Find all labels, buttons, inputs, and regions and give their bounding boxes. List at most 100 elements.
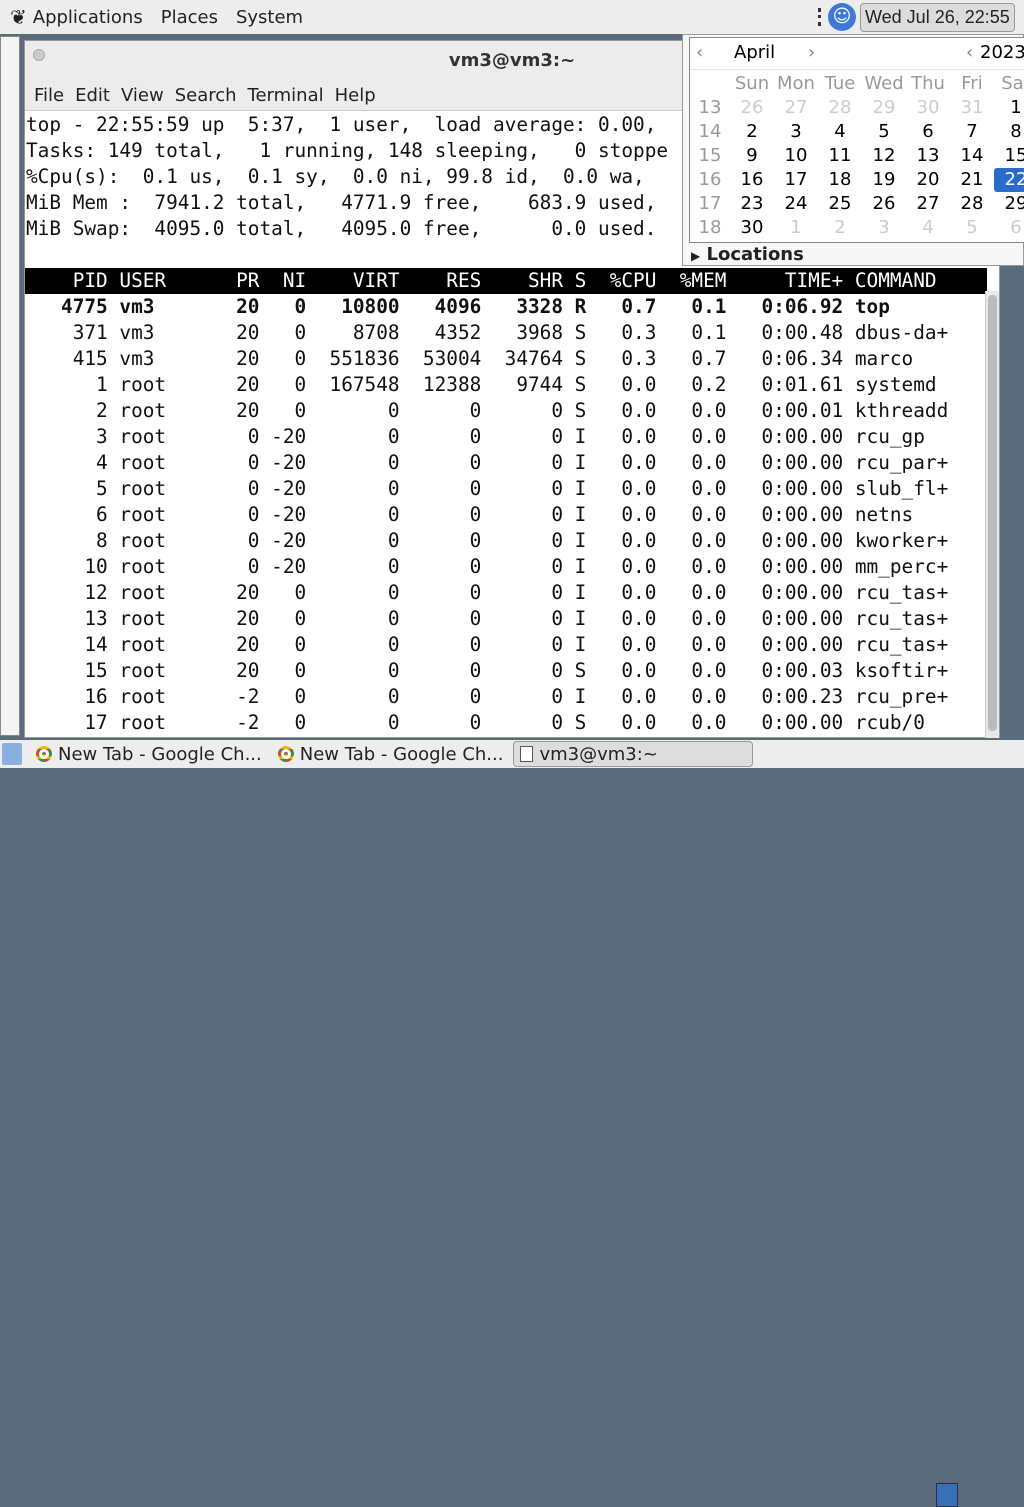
calendar: ‹ April › ‹ 2023 SunMonTueWedThuFriSat13…: [689, 37, 1024, 243]
calendar-day[interactable]: 14: [960, 145, 984, 166]
menu-system[interactable]: System: [235, 6, 304, 28]
task-label: vm3@vm3:~: [539, 743, 658, 765]
next-month-button[interactable]: ›: [808, 42, 816, 63]
week-number: 17: [698, 193, 722, 214]
chrome-icon: [277, 746, 294, 762]
process-row: 16 root -2 0 0 0 0 I 0.0 0.0 0:00.23 rcu…: [26, 685, 949, 708]
calendar-day[interactable]: 30: [916, 97, 940, 118]
calendar-day[interactable]: 22: [994, 168, 1024, 192]
process-row: 1 root 20 0 167548 12388 9744 S 0.0 0.2 …: [26, 373, 937, 396]
calendar-day[interactable]: 5: [966, 217, 978, 238]
task-terminal[interactable]: vm3@vm3:~: [513, 741, 754, 767]
calendar-day[interactable]: 26: [872, 193, 896, 214]
menu-terminal[interactable]: Terminal: [247, 85, 324, 106]
calendar-day[interactable]: 28: [828, 97, 852, 118]
workspace-switcher[interactable]: [936, 1483, 958, 1507]
week-number: 13: [698, 97, 722, 118]
calendar-day[interactable]: 30: [740, 217, 764, 238]
calendar-day[interactable]: 2: [834, 217, 846, 238]
process-row: 371 vm3 20 0 8708 4352 3968 S 0.3 0.1 0:…: [26, 321, 949, 344]
calendar-day[interactable]: 10: [784, 145, 808, 166]
weekday-label: Mon: [777, 73, 815, 94]
calendar-day[interactable]: 21: [960, 169, 984, 190]
calendar-day[interactable]: 18: [828, 169, 852, 190]
process-row: 10 root 0 -20 0 0 0 I 0.0 0.0 0:00.00 mm…: [26, 555, 949, 578]
calendar-day[interactable]: 3: [878, 217, 890, 238]
terminal-scrollbar[interactable]: [985, 291, 999, 738]
background-window[interactable]: [0, 36, 20, 736]
calendar-day[interactable]: 19: [872, 169, 896, 190]
weekday-label: Sun: [734, 73, 770, 94]
calendar-day[interactable]: 23: [740, 193, 764, 214]
bottom-panel: New Tab - Google Ch... New Tab - Google …: [0, 740, 1024, 1507]
locations-expander[interactable]: ▶ Locations: [691, 244, 804, 267]
weekday-label: Fri: [961, 73, 983, 94]
clock-button[interactable]: Wed Jul 26, 22:55: [860, 3, 1015, 32]
calendar-day[interactable]: 31: [960, 97, 984, 118]
task-label: New Tab - Google Ch...: [58, 743, 262, 765]
show-desktop-icon[interactable]: [2, 743, 22, 765]
calendar-day[interactable]: 17: [784, 169, 808, 190]
calendar-day[interactable]: 28: [960, 193, 984, 214]
calendar-day[interactable]: 25: [828, 193, 852, 214]
week-number: 14: [698, 121, 722, 142]
calendar-day[interactable]: 1: [790, 217, 802, 238]
calendar-day[interactable]: 29: [872, 97, 896, 118]
calendar-day[interactable]: 4: [834, 121, 846, 142]
window-title: vm3@vm3:~: [448, 50, 576, 71]
terminal-screen[interactable]: top - 22:55:59 up 5:37, 1 user, load ave…: [25, 112, 987, 738]
calendar-day[interactable]: 5: [878, 121, 890, 142]
top-panel: ❦ Applications Places System ☺ Wed Jul 2…: [0, 0, 1024, 34]
prev-year-button[interactable]: ‹: [966, 42, 974, 63]
calendar-day[interactable]: 11: [828, 145, 852, 166]
menu-applications[interactable]: Applications: [32, 6, 143, 28]
process-row: 4775 vm3 20 0 10800 4096 3328 R 0.7 0.1 …: [26, 295, 890, 318]
calendar-day[interactable]: 6: [922, 121, 934, 142]
scrollbar-thumb[interactable]: [988, 295, 997, 731]
menu-view[interactable]: View: [120, 85, 164, 106]
calendar-day[interactable]: 27: [916, 193, 940, 214]
process-row: 415 vm3 20 0 551836 53004 34764 S 0.3 0.…: [26, 347, 914, 370]
menu-edit[interactable]: Edit: [75, 85, 110, 106]
prev-month-button[interactable]: ‹: [696, 42, 704, 63]
task-chrome-2[interactable]: New Tab - Google Ch...: [272, 741, 510, 767]
process-row: 15 root 20 0 0 0 0 S 0.0 0.0 0:00.03 kso…: [26, 659, 949, 682]
calendar-day[interactable]: 4: [922, 217, 934, 238]
calendar-month: April: [734, 42, 776, 63]
calendar-day[interactable]: 20: [916, 169, 940, 190]
weekday-label: Thu: [911, 73, 945, 94]
calendar-day[interactable]: 2: [746, 121, 758, 142]
gnome-foot-icon[interactable]: ❦: [10, 5, 27, 29]
calendar-grid: SunMonTueWedThuFriSat1326272829303111423…: [690, 72, 1024, 240]
calendar-day[interactable]: 24: [784, 193, 808, 214]
menu-search[interactable]: Search: [174, 85, 237, 106]
calendar-day[interactable]: 16: [740, 169, 764, 190]
calendar-day[interactable]: 7: [966, 121, 978, 142]
summary-line: MiB Swap: 4095.0 total, 4095.0 free, 0.0…: [26, 217, 657, 240]
process-row: 6 root 0 -20 0 0 0 I 0.0 0.0 0:00.00 net…: [26, 503, 914, 526]
calendar-day[interactable]: 26: [740, 97, 764, 118]
calendar-day[interactable]: 12: [872, 145, 896, 166]
calendar-day[interactable]: 13: [916, 145, 940, 166]
calendar-day[interactable]: 15: [1004, 145, 1024, 166]
accessibility-icon[interactable]: ☺: [828, 3, 856, 31]
calendar-day[interactable]: 1: [1010, 97, 1022, 118]
process-row: 4 root 0 -20 0 0 0 I 0.0 0.0 0:00.00 rcu…: [26, 451, 949, 474]
calendar-day[interactable]: 3: [790, 121, 802, 142]
weekday-label: Sat: [1001, 73, 1024, 94]
summary-line: %Cpu(s): 0.1 us, 0.1 sy, 0.0 ni, 99.8 id…: [26, 165, 645, 188]
calendar-day[interactable]: 6: [1010, 217, 1022, 238]
calendar-day[interactable]: 9: [746, 145, 758, 166]
process-row: 8 root 0 -20 0 0 0 I 0.0 0.0 0:00.00 kwo…: [26, 529, 949, 552]
calendar-year: 2023: [980, 42, 1024, 63]
calendar-day[interactable]: 27: [784, 97, 808, 118]
menu-file[interactable]: File: [34, 85, 65, 106]
window-menu-icon[interactable]: [33, 49, 45, 61]
menu-help[interactable]: Help: [334, 85, 376, 106]
chrome-icon: [36, 746, 52, 762]
process-row: 2 root 20 0 0 0 0 S 0.0 0.0 0:00.01 kthr…: [26, 399, 949, 422]
task-chrome-1[interactable]: New Tab - Google Ch...: [30, 741, 268, 767]
calendar-day[interactable]: 29: [1004, 193, 1024, 214]
menu-places[interactable]: Places: [160, 6, 218, 28]
calendar-day[interactable]: 8: [1010, 121, 1022, 142]
